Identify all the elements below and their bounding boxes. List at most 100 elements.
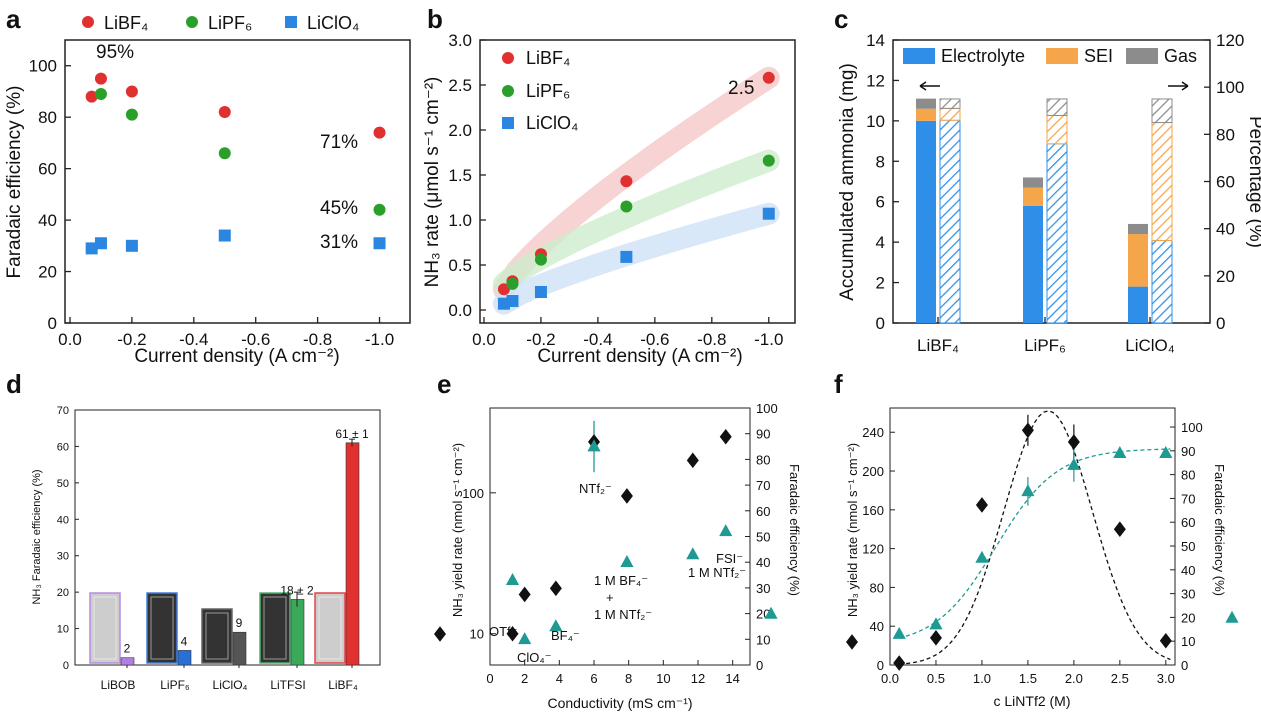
- data-point-yield: [1159, 632, 1172, 649]
- panel-b: 0.0 -0.2 -0.4 -0.6 -0.8 -1.0 0.0 0.5 1.0 1.5 2.0 2.…: [422, 31, 796, 367]
- data-point: [85, 90, 98, 103]
- data-point-fe: [719, 524, 733, 537]
- bar: [177, 650, 192, 666]
- plot-frame: [74, 409, 381, 666]
- bar-percent-sei: [1046, 114, 1068, 145]
- bar-mass-electrolyte: [1023, 205, 1043, 323]
- y2-tick-label: 50: [756, 530, 770, 545]
- bar: [120, 657, 135, 666]
- data-point-yield: [1113, 521, 1126, 538]
- data-point: [85, 242, 98, 255]
- y-tick-label: 40: [57, 514, 69, 526]
- y2-axis-title: Faradaic efficiency (%): [1212, 464, 1227, 596]
- plot-frame: [64, 39, 411, 324]
- y-tick-label: 120: [862, 542, 884, 557]
- bar-mass-sei: [916, 108, 936, 121]
- legend-marker-fe: [1225, 610, 1239, 623]
- legend-label: LiClO₄: [307, 13, 359, 33]
- vial-photo: [259, 592, 291, 664]
- data-point-fe: [929, 617, 943, 630]
- y-tick-label: 80: [870, 580, 884, 595]
- x-tick-label: -0.8: [303, 330, 332, 349]
- bar-mass-gas: [1023, 177, 1043, 188]
- y-tick-label: 2: [876, 274, 885, 293]
- x-tick-label: -0.2: [117, 330, 146, 349]
- data-point-fe: [1021, 484, 1035, 497]
- data-point: [125, 85, 138, 98]
- vial-photo: [201, 608, 233, 664]
- y-axis-title: NH₃ yield rate (nmol s⁻¹ cm⁻²): [450, 443, 465, 617]
- y2-tick-label: 10: [1181, 634, 1195, 649]
- bar: [290, 599, 305, 666]
- annotation: OTf⁻: [489, 624, 518, 639]
- panel-a: 0.0 -0.2 -0.4 -0.6 -0.8 -1.0 0 20 40 60 80 100 Curre…: [4, 13, 411, 367]
- bar-value-label: 2: [124, 642, 131, 656]
- x-tick-label: -0.8: [697, 330, 726, 349]
- y-tick-label: 40: [38, 211, 57, 230]
- bar-percent-gas: [1046, 98, 1068, 116]
- plot-frame: [479, 39, 796, 324]
- data-point-yield: [1067, 434, 1080, 450]
- x-tick-label: -1.0: [365, 330, 394, 349]
- bar-value-label: 61 ± 1: [335, 427, 369, 441]
- y-tick-label: 12: [866, 71, 885, 90]
- y-tick-label: 4: [876, 233, 885, 252]
- y-axis-title: NH₃ Faradaic efficiency (%): [31, 469, 43, 604]
- category-label: LiClO₄: [213, 678, 248, 692]
- annotation: ClO₄⁻: [517, 650, 552, 665]
- data-point-fe: [587, 439, 601, 452]
- legend-label: Electrolyte: [941, 46, 1025, 66]
- panel-d: 2 LiBOB 4 LiPF₆ 9 LiClO₄ 18 ± 2 LiTFSI 61 ± 1 LiB…: [31, 405, 381, 692]
- x-tick-label: 3.0: [1157, 671, 1175, 686]
- y2-tick-label: 20: [1181, 610, 1195, 625]
- bar-percent-gas: [1151, 98, 1173, 124]
- bar-mass-gas: [1128, 223, 1148, 235]
- data-point: [762, 154, 775, 167]
- y2-tick-label: 100: [756, 401, 778, 416]
- y-tick-label: 20: [38, 263, 57, 282]
- bar-percent-gas: [939, 98, 961, 109]
- y-tick-label: 60: [38, 160, 57, 179]
- y-tick-label: 20: [57, 587, 69, 599]
- data-point-fe: [892, 626, 906, 639]
- panel-b-letter: b: [427, 4, 443, 34]
- vial-photo: [314, 592, 346, 664]
- vial-outline: [93, 596, 117, 660]
- y-tick-label: 60: [57, 441, 69, 453]
- panel-c: LiBF₄ LiPF₆ LiClO₄ 0 2 4 6 8 10 12 14 0 20 40 60 80 100 1…: [837, 31, 1261, 355]
- y2-tick-label: 100: [1181, 420, 1203, 435]
- bar-value-label: 9: [236, 616, 243, 630]
- trend-band: [492, 66, 780, 301]
- y-tick-label: 0: [877, 658, 884, 673]
- data-point: [94, 88, 107, 101]
- plot-frame: [889, 407, 1176, 666]
- legend-swatch: [1126, 48, 1158, 64]
- legend-label: LiPF₆: [526, 81, 570, 101]
- x-tick-label: 0.0: [881, 671, 899, 686]
- y-tick-label: 1.5: [448, 166, 472, 185]
- panel-f: 0.0 0.5 1.0 1.5 2.0 2.5 3.0 0 40 80 120 160 200 240 0 1…: [845, 407, 1239, 709]
- y-tick-label: 160: [862, 503, 884, 518]
- legend-marker-yield: [846, 634, 858, 650]
- legend-swatch: [903, 48, 935, 64]
- y2-tick-label: 30: [1181, 587, 1195, 602]
- bar-mass-gas: [916, 98, 936, 109]
- y-tick-label: 0.5: [448, 256, 472, 275]
- x-tick-label: 0: [486, 671, 493, 686]
- vial-photo: [89, 592, 121, 664]
- bar-percent-electrolyte: [1151, 239, 1173, 324]
- legend-label: LiBF₄: [104, 13, 148, 33]
- annotation: 2.5: [728, 78, 754, 99]
- bar-mass-sei: [1023, 187, 1043, 206]
- arrow-left-icon: [919, 81, 940, 91]
- annotation: +: [606, 590, 614, 605]
- bar-percent-sei: [1151, 122, 1173, 241]
- bar: [232, 631, 247, 666]
- y2-tick-label: 80: [1216, 125, 1235, 144]
- vial-outline: [318, 596, 342, 660]
- x-axis-title: Conductivity (mS cm⁻¹): [547, 695, 692, 711]
- x-tick-label: -0.6: [241, 330, 270, 349]
- data-point: [506, 277, 519, 290]
- fit-curve-fe: [899, 448, 1171, 639]
- y-axis-title: NH₃ rate (μmol s⁻¹ cm⁻²): [422, 77, 443, 288]
